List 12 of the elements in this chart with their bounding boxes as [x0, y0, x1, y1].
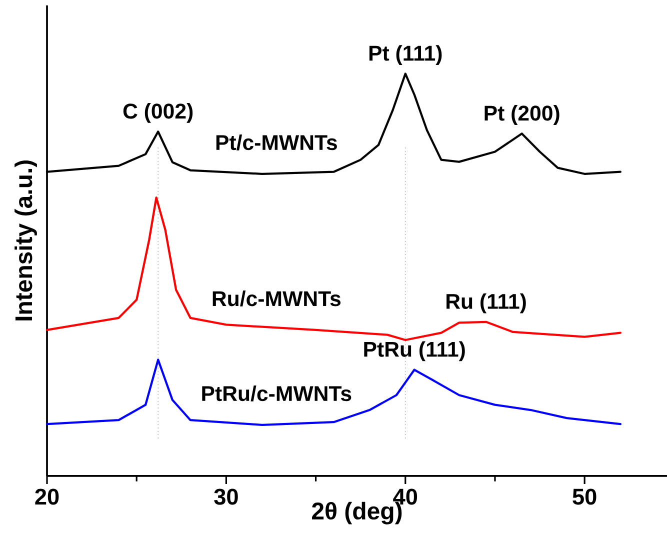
- series-label: PtRu/c-MWNTs: [202, 385, 352, 402]
- annotation: Pt (200): [484, 105, 560, 125]
- x-tick-label: 30: [214, 488, 238, 505]
- x-tick-label: 50: [572, 488, 596, 505]
- annotation: Pt (111): [369, 45, 442, 66]
- annotation: PtRu (111): [364, 341, 465, 362]
- annotation: Ru (111): [446, 293, 526, 314]
- x-tick-label: 20: [35, 488, 59, 505]
- series-label: Pt/c-MWNTs: [216, 134, 337, 150]
- series-label: Ru/c-MWNTs: [212, 290, 341, 306]
- y-axis-title: Intensity (a.u.): [14, 160, 37, 320]
- annotation: C (002): [123, 103, 193, 123]
